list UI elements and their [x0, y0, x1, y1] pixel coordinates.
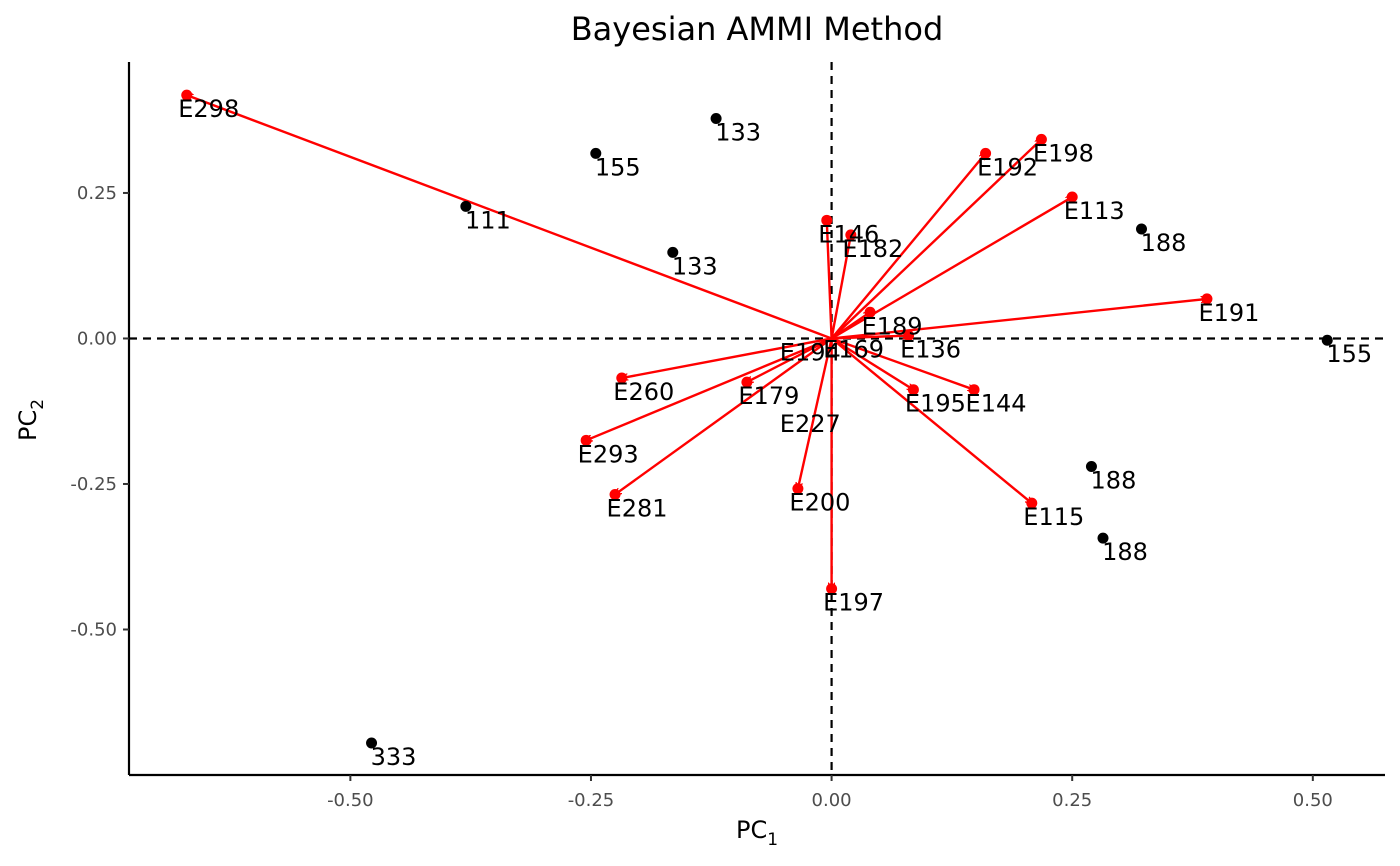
environment-label: E115	[1023, 503, 1084, 531]
environment-label: E200	[789, 489, 850, 517]
environment-arrow	[831, 336, 909, 340]
environment-arrow	[798, 338, 833, 488]
genotype-label: 155	[1326, 340, 1372, 368]
environment-label: E113	[1064, 197, 1125, 225]
environment-point	[1035, 133, 1047, 145]
x-tick-label: 0.50	[1293, 790, 1333, 811]
environment-label: E227	[780, 410, 841, 438]
environment-arrow	[830, 312, 870, 340]
environment-label: E198	[1033, 139, 1094, 167]
environment-label: E281	[607, 494, 668, 522]
y-tick-label: -0.50	[70, 619, 117, 640]
environment-label: E192	[977, 153, 1038, 181]
environment-label: E144	[966, 390, 1027, 418]
reference-lines	[129, 62, 1385, 775]
environment-point	[616, 372, 628, 384]
environment-arrow	[187, 95, 833, 340]
genotype-point	[460, 200, 472, 212]
environment-point	[1026, 497, 1038, 509]
environment-point	[1201, 293, 1213, 305]
environment-point	[741, 376, 753, 388]
environment-point	[580, 434, 592, 446]
environment-label: E182	[842, 235, 903, 263]
genotype-points	[366, 112, 1333, 749]
x-tick-label: -0.25	[568, 790, 615, 811]
genotype-point	[667, 246, 679, 258]
genotype-point	[1321, 334, 1333, 346]
y-tick-label: -0.25	[70, 474, 117, 495]
environment-point	[907, 384, 919, 396]
genotype-label: 133	[672, 252, 718, 280]
environment-point	[1066, 191, 1078, 203]
axes	[127, 62, 1385, 777]
environment-point	[826, 583, 838, 595]
genotype-label: 188	[1102, 538, 1148, 566]
genotype-point	[710, 112, 722, 124]
environment-arrow	[830, 337, 1032, 503]
y-tick-label: 0.00	[77, 328, 117, 349]
environment-point	[821, 214, 833, 226]
environment-label: E197	[823, 589, 884, 617]
environment-point	[609, 488, 621, 500]
environment-label: E260	[613, 378, 674, 406]
genotype-point	[1135, 223, 1147, 235]
genotype-label: 333	[371, 743, 417, 771]
environment-label: E189	[862, 312, 923, 340]
environment-arrow	[831, 299, 1207, 340]
genotype-label: 111	[465, 206, 511, 234]
environment-arrow	[830, 153, 986, 340]
genotype-label: 188	[1091, 467, 1137, 495]
environment-points	[181, 89, 1213, 595]
genotype-label: 188	[1141, 229, 1187, 257]
y-axis-title: PC2	[14, 399, 48, 441]
environment-vectors	[187, 95, 1207, 589]
environment-label: E195	[905, 390, 966, 418]
environment-point	[792, 483, 804, 495]
environment-label: E136	[900, 336, 961, 364]
environment-label: E194	[780, 338, 841, 366]
genotype-point	[366, 737, 378, 749]
genotype-point	[590, 147, 602, 159]
environment-label: E293	[578, 440, 639, 468]
genotype-label: 133	[715, 118, 761, 146]
environment-arrow	[586, 337, 833, 440]
genotype-point	[1097, 532, 1109, 544]
environment-point	[980, 147, 992, 159]
environment-label: E191	[1198, 299, 1259, 327]
x-tick-label: 0.25	[1052, 790, 1092, 811]
environment-arrow	[747, 337, 833, 384]
environment-label: E298	[178, 95, 239, 123]
y-tick-label: 0.25	[77, 183, 117, 204]
environment-arrow	[830, 139, 1042, 340]
environment-point	[864, 306, 876, 318]
genotype-point	[1085, 461, 1097, 473]
genotype-label: 155	[595, 153, 641, 181]
environment-arrow	[827, 220, 833, 339]
environment-point	[968, 384, 980, 396]
environment-arrow	[830, 235, 851, 339]
environment-label: E146	[818, 220, 879, 248]
chart-title: Bayesian AMMI Method	[571, 10, 944, 48]
environment-arrow	[830, 337, 914, 389]
environment-point	[903, 330, 915, 342]
environment-arrow	[622, 337, 832, 378]
environment-point	[845, 229, 857, 241]
environment-arrow	[831, 337, 974, 389]
environment-label: E179	[738, 382, 799, 410]
x-axis-title: PC1	[736, 816, 778, 850]
x-tick-label: -0.50	[327, 790, 374, 811]
environment-label: E169	[823, 336, 884, 364]
environment-arrow	[615, 337, 833, 494]
x-axis-ticks: -0.50 -0.25 0.00 0.25 0.50	[327, 775, 1333, 811]
environment-point	[181, 89, 193, 101]
y-axis-ticks: -0.50 -0.25 0.00 0.25	[70, 183, 129, 640]
x-tick-label: 0.00	[812, 790, 852, 811]
